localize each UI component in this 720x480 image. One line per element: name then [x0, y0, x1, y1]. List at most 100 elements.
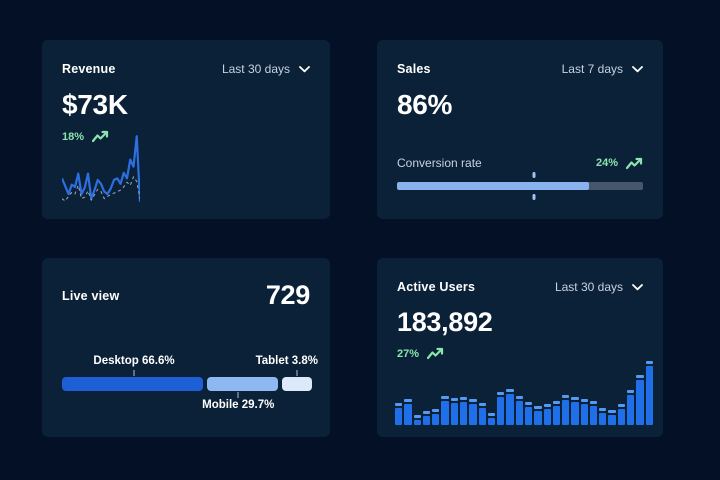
active-users-card: Active Users Last 30 days 183,892 27% [377, 258, 663, 437]
bar [422, 410, 431, 425]
bar [636, 375, 644, 425]
bar-cap [589, 401, 598, 405]
trend-up-icon [626, 157, 643, 169]
sales-card: Sales Last 7 days 86% Conversion rate 24… [377, 40, 663, 219]
bar-body [450, 403, 458, 425]
bar-body [534, 410, 542, 425]
bar [552, 400, 561, 425]
bar [524, 401, 533, 425]
active-users-delta-value: 27% [397, 347, 420, 360]
sales-period-dropdown[interactable]: Last 7 days [562, 62, 643, 76]
bar-body [404, 404, 412, 425]
bar-cap [450, 398, 458, 402]
bar-body [515, 400, 523, 425]
bar-cap [580, 399, 588, 403]
segment-tick [133, 370, 135, 376]
conversion-rate-label: Conversion rate [397, 156, 482, 170]
bar-body [459, 402, 468, 425]
bar [487, 412, 496, 425]
bar [413, 414, 421, 425]
bar-body [645, 366, 653, 425]
bar-body [469, 403, 477, 425]
live-view-header: Live view 729 [62, 280, 310, 311]
bar-body [395, 408, 403, 425]
chevron-down-icon [632, 65, 643, 72]
bar [534, 405, 542, 425]
bar-cap [552, 400, 561, 404]
conversion-progress-bar [397, 172, 643, 200]
active-users-bar-chart [395, 361, 653, 425]
bar-cap [469, 398, 477, 402]
active-users-value: 183,892 [397, 307, 493, 337]
bar-cap [478, 402, 486, 406]
live-view-title: Live view [62, 288, 120, 303]
sales-metric-row: Conversion rate 24% [397, 156, 643, 170]
bar-cap [404, 399, 412, 403]
progress-fill [397, 182, 589, 190]
chevron-down-icon [299, 65, 310, 72]
trend-up-icon [92, 130, 109, 143]
bar-cap [599, 408, 607, 412]
progress-marker-top [532, 172, 536, 178]
bar-cap [608, 410, 616, 414]
bar-cap [459, 397, 468, 401]
active-users-header: Active Users Last 30 days [397, 280, 643, 294]
segment-mobile [207, 377, 279, 391]
live-view-value: 729 [265, 280, 310, 310]
sales-value: 86% [397, 89, 453, 120]
segment-tick [237, 392, 240, 398]
bar [571, 397, 579, 425]
segment-tablet [282, 377, 312, 391]
active-users-period-label: Last 30 days [554, 280, 623, 294]
revenue-period-dropdown[interactable]: Last 30 days [222, 62, 310, 76]
bar-cap [497, 391, 505, 395]
bar-cap [487, 412, 496, 416]
bar-body [552, 405, 561, 425]
bar-body [432, 414, 440, 425]
bar [497, 391, 505, 425]
bar-body [636, 380, 644, 425]
device-breakdown-chart: Desktop 66.6% Mobile 29.7% Tablet 3.8% [62, 355, 318, 417]
bar-cap [627, 389, 635, 393]
bar [441, 395, 449, 425]
bar [589, 401, 598, 425]
bar [506, 389, 514, 425]
revenue-card: Revenue Last 30 days $73K 18% [42, 40, 330, 219]
bar-body [497, 396, 505, 425]
segment-label: Tablet 3.8% [255, 355, 318, 367]
bar [404, 399, 412, 425]
bar-cap [534, 405, 542, 409]
bar-cap [543, 403, 551, 407]
bar [617, 403, 626, 425]
revenue-delta: 18% [62, 130, 310, 143]
bar [515, 395, 523, 425]
bar-cap [506, 389, 514, 393]
bar-cap [571, 397, 579, 401]
active-users-period-dropdown[interactable]: Last 30 days [555, 280, 643, 294]
bar [562, 394, 570, 425]
bar-body [571, 402, 579, 425]
bar-body [617, 408, 626, 425]
bar [599, 408, 607, 425]
bar-cap [645, 361, 653, 364]
bar-body [589, 406, 598, 425]
bar-body [413, 419, 421, 425]
bar [543, 403, 551, 425]
bar [395, 403, 403, 425]
bar [580, 399, 588, 425]
bar-cap [422, 410, 431, 414]
current-line [62, 136, 140, 202]
bar-cap [617, 403, 626, 407]
bar-cap [524, 401, 533, 405]
bar-body [543, 408, 551, 425]
segment-tick [296, 370, 298, 376]
bar [459, 397, 468, 425]
chevron-down-icon [632, 283, 643, 290]
bar-body [487, 417, 496, 425]
bar-cap [432, 409, 440, 412]
sales-title: Sales [397, 62, 431, 76]
bar-body [506, 394, 514, 425]
bar-body [562, 399, 570, 425]
trend-up-icon [427, 347, 444, 360]
